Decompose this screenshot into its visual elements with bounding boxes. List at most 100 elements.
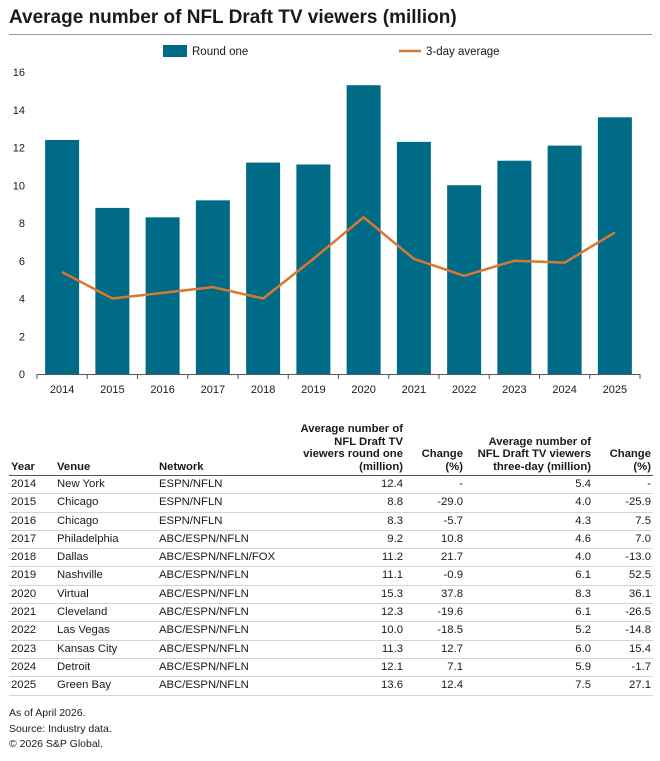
footnote: © 2026 S&P Global. xyxy=(9,738,103,750)
table-cell: 36.1 xyxy=(593,585,653,605)
table-row: 2019 Nashville ABC/ESPN/NFLN 11.1 -0.9 6.1 52.… xyxy=(9,566,653,586)
table-cell: 13.6 xyxy=(297,676,405,696)
table-cell: -18.5 xyxy=(405,621,465,641)
table-cell: 12.3 xyxy=(297,603,405,623)
table-cell: Chicago xyxy=(55,512,157,531)
table-cell: Las Vegas xyxy=(55,621,157,641)
x-tick-label: 2014 xyxy=(50,384,74,396)
table-cell: 4.6 xyxy=(465,530,593,550)
x-tick-label: 2015 xyxy=(100,384,124,396)
table-header-cell: Network xyxy=(157,423,297,476)
table-cell: 8.3 xyxy=(297,512,405,531)
table-cell: Kansas City xyxy=(55,640,157,659)
bar-2020 xyxy=(346,85,381,375)
table-cell: ABC/ESPN/NFLN xyxy=(157,621,297,641)
table-cell: 15.4 xyxy=(593,640,653,659)
title-rule xyxy=(9,34,652,35)
y-tick-label: 0 xyxy=(19,369,25,381)
table-cell: -13.0 xyxy=(593,548,653,568)
table-row: 2018 Dallas ABC/ESPN/NFLN/FOX 11.2 21.7 4.0 -1… xyxy=(9,548,653,568)
line-3-day-average xyxy=(61,216,616,300)
table-row: 2020 Virtual ABC/ESPN/NFLN 15.3 37.8 8.3 36.1 xyxy=(9,585,653,605)
table-cell: -14.8 xyxy=(593,621,653,641)
x-tick-label: 2021 xyxy=(402,384,426,396)
table-cell: 11.2 xyxy=(297,548,405,568)
table-cell: - xyxy=(405,475,465,495)
table-row: 2025 Green Bay ABC/ESPN/NFLN 13.6 12.4 7.5 27.… xyxy=(9,676,653,696)
table-cell: -26.5 xyxy=(593,603,653,623)
y-tick-label: 2 xyxy=(19,331,25,343)
x-tick-label: 2016 xyxy=(150,384,174,396)
table-cell: ABC/ESPN/NFLN/FOX xyxy=(157,548,297,568)
table-cell: 7.5 xyxy=(465,676,593,696)
table-cell: 2024 xyxy=(9,658,55,678)
bar-2025 xyxy=(597,117,632,375)
footnote: Source: Industry data. xyxy=(9,722,112,735)
table-cell: -25.9 xyxy=(593,493,653,513)
bar-2023 xyxy=(497,160,532,374)
y-tick-label: 16 xyxy=(13,67,25,79)
table-cell: 4.0 xyxy=(465,548,593,568)
table-cell: Green Bay xyxy=(55,676,157,696)
bar-2015 xyxy=(95,207,130,374)
table-cell: 11.3 xyxy=(297,640,405,659)
table-cell: Chicago xyxy=(55,493,157,513)
table-cell: Virtual xyxy=(55,585,157,605)
table-cell: 21.7 xyxy=(405,548,465,568)
table-cell: 12.4 xyxy=(297,475,405,495)
table-cell: 15.3 xyxy=(297,585,405,605)
table-cell: 5.2 xyxy=(465,621,593,641)
y-tick-label: 12 xyxy=(13,143,25,155)
bar-2022 xyxy=(447,185,482,374)
table-cell: New York xyxy=(55,475,157,495)
table-cell: 12.7 xyxy=(405,640,465,659)
table-cell: 9.2 xyxy=(297,530,405,550)
table-cell: ESPN/NFLN xyxy=(157,493,297,513)
table-row: 2014 New York ESPN/NFLN 12.4-5.4- xyxy=(9,475,653,495)
table-cell: Philadelphia xyxy=(55,530,157,550)
table-header-cell: Venue xyxy=(55,423,157,476)
table-cell: 2017 xyxy=(9,530,55,550)
table-cell: -5.7 xyxy=(405,512,465,531)
table-cell: 12.1 xyxy=(297,658,405,678)
y-tick-label: 10 xyxy=(13,180,25,192)
table-row: 2023 Kansas City ABC/ESPN/NFLN 11.3 12.7 6.0 1… xyxy=(9,640,653,659)
table-cell: - xyxy=(593,475,653,495)
table-row: 2017 Philadelphia ABC/ESPN/NFLN 9.2 10.8 4.6 7… xyxy=(9,530,653,550)
table-cell: 37.8 xyxy=(405,585,465,605)
bar-2016 xyxy=(145,217,180,374)
table-cell: -1.7 xyxy=(593,658,653,678)
table-cell: ESPN/NFLN xyxy=(157,512,297,531)
table-header-row: Year Venue Network Average number of NFL Dr… xyxy=(9,423,653,476)
x-tick-label: 2018 xyxy=(251,384,275,396)
legend-swatch-round-one xyxy=(163,45,187,57)
table-cell: 2016 xyxy=(9,512,55,531)
table-header-cell: Average number of NFL Draft TV viewers r… xyxy=(297,423,405,476)
table-cell: 2019 xyxy=(9,566,55,586)
table-cell: 2020 xyxy=(9,585,55,605)
table-header-cell: Change (%) xyxy=(405,423,465,476)
y-tick-label: 8 xyxy=(19,218,25,230)
table-cell: Dallas xyxy=(55,548,157,568)
table-cell: 2015 xyxy=(9,493,55,513)
table-cell: 5.9 xyxy=(465,658,593,678)
table-cell: 7.1 xyxy=(405,658,465,678)
x-tick-label: 2017 xyxy=(201,384,225,396)
table-cell: 7.0 xyxy=(593,530,653,550)
y-tick-label: 4 xyxy=(19,294,25,306)
x-tick-label: 2024 xyxy=(552,384,576,396)
table-cell: ABC/ESPN/NFLN xyxy=(157,530,297,550)
x-tick-label: 2020 xyxy=(351,384,375,396)
legend-label-3-day-average: 3-day average xyxy=(426,46,500,58)
table-header-cell: Average number of NFL Draft TV viewers t… xyxy=(465,423,593,476)
table-header-cell: Change (%) xyxy=(593,423,653,476)
table-cell: -19.6 xyxy=(405,603,465,623)
table-row: 2015 Chicago ESPN/NFLN 8.8 -29.0 4.0 -25.9 xyxy=(9,493,653,513)
table-cell: -0.9 xyxy=(405,566,465,586)
table-cell: 4.3 xyxy=(465,512,593,531)
table-cell: 7.5 xyxy=(593,512,653,531)
table-cell: 6.1 xyxy=(465,566,593,586)
table-cell: 4.0 xyxy=(465,493,593,513)
table-cell: 11.1 xyxy=(297,566,405,586)
table-cell: 2014 xyxy=(9,475,55,495)
